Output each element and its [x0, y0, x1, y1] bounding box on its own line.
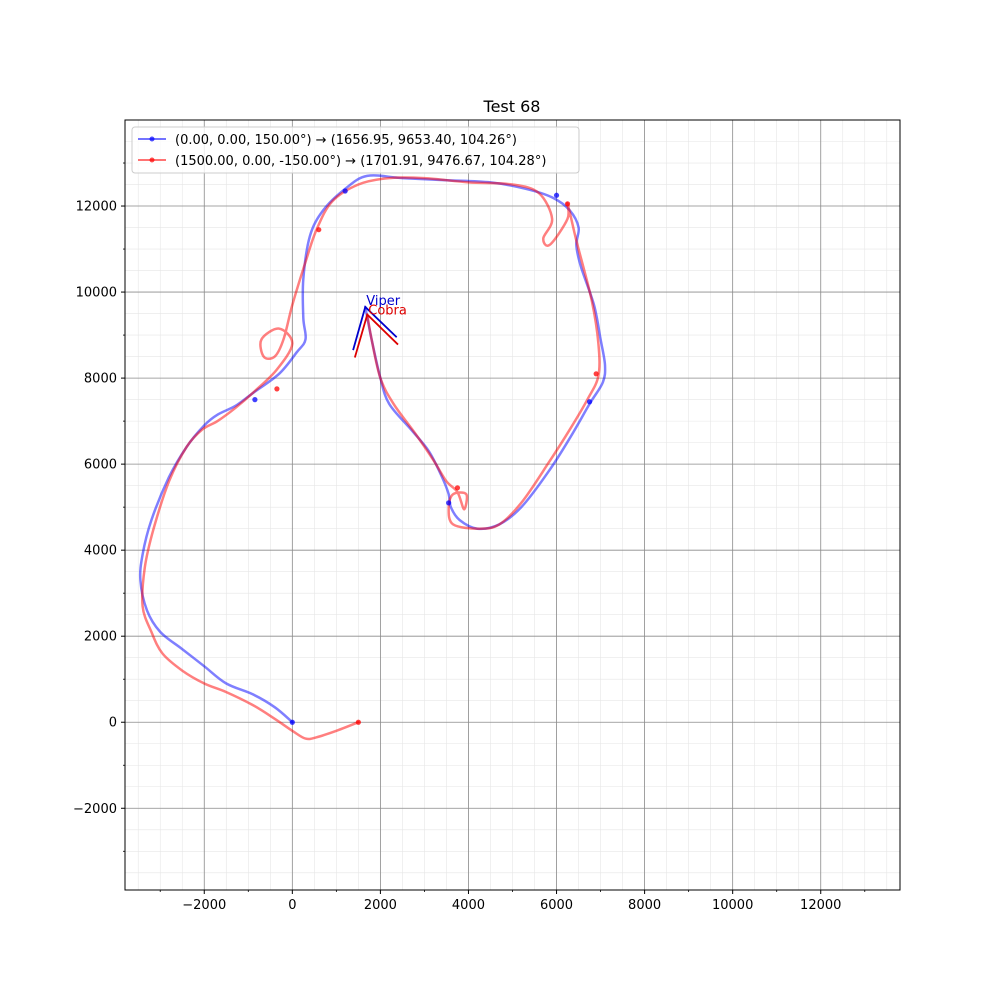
chart-title: Test 68 [483, 97, 541, 116]
series-1-point [289, 719, 295, 725]
heading-arrow-viper [352, 305, 398, 351]
series-1-point [446, 500, 452, 506]
legend-label-series-2: (1500.00, 0.00, -150.00°) → (1701.91, 94… [175, 154, 546, 169]
x-tick-label: −2000 [182, 898, 226, 913]
series-line-2 [140, 176, 601, 741]
heading-arrow-cobra [353, 312, 399, 358]
y-tick-label: 8000 [84, 372, 117, 387]
legend-label-series-1: (0.00, 0.00, 150.00°) → (1656.95, 9653.4… [175, 133, 517, 148]
x-tick-label: 2000 [364, 898, 397, 913]
series-2-point [274, 386, 280, 392]
y-tick-label: 0 [109, 716, 117, 731]
x-tick-label: 6000 [540, 898, 573, 913]
y-axis-ticks: −2000 0 2000 4000 6000 8000 10000 12000 [73, 162, 125, 852]
label-viper: Viper [366, 294, 400, 309]
x-axis-ticks: −2000 0 2000 4000 6000 8000 10000 12000 [159, 890, 866, 913]
series-1-point [586, 399, 593, 405]
x-tick-label: 0 [288, 898, 296, 913]
y-tick-label: −2000 [73, 802, 117, 817]
series-2-point [355, 719, 361, 725]
y-tick-label: 6000 [84, 458, 117, 473]
y-tick-label: 2000 [84, 630, 117, 645]
x-tick-label: 8000 [628, 898, 661, 913]
series-1-point [553, 192, 560, 198]
series-2-point [454, 485, 461, 491]
label-cobra: Cobra [368, 304, 407, 319]
y-tick-label: 4000 [84, 544, 117, 559]
y-tick-label: 12000 [76, 200, 117, 215]
series-2-point [316, 227, 322, 233]
legend: (0.00, 0.00, 150.00°) → (1656.95, 9653.4… [131, 126, 580, 174]
series-2-point [564, 201, 571, 207]
x-tick-label: 10000 [712, 898, 753, 913]
legend-marker-blue [149, 136, 155, 142]
x-tick-label: 4000 [452, 898, 485, 913]
legend-marker-red [149, 157, 155, 163]
series-2-point [593, 371, 599, 377]
series-1-point [342, 188, 348, 194]
series-1-point [252, 397, 258, 403]
y-tick-label: 10000 [76, 286, 117, 301]
major-grid [125, 119, 900, 890]
series-layer [138, 174, 607, 741]
x-tick-label: 12000 [800, 898, 841, 913]
legend-box [131, 126, 580, 174]
